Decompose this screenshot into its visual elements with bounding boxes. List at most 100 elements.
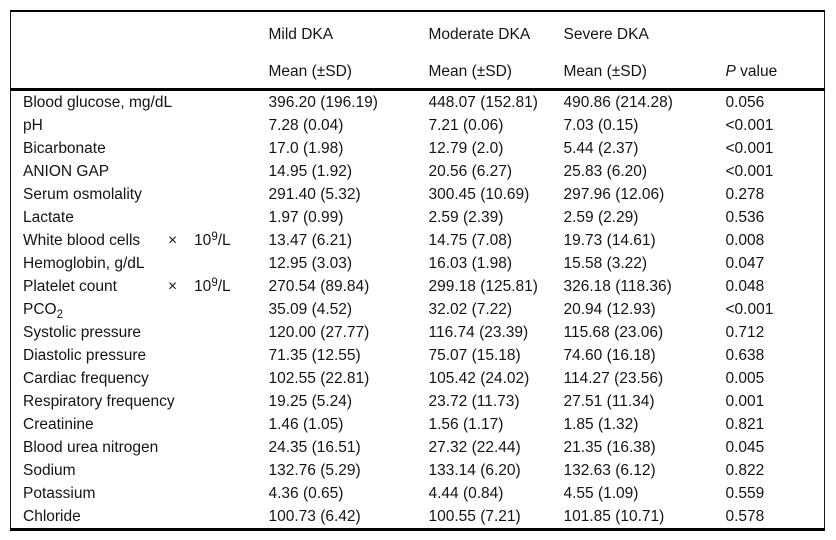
- mild-mean-sd-cell: 132.76 (5.29): [268, 461, 361, 479]
- severe-mean-sd-cell: 19.73 (14.61): [563, 231, 656, 249]
- table-row: Cardiac frequency 102.55 (22.81) 105.42 (2…: [11, 367, 825, 390]
- mild-mean-sd-cell: 19.25 (5.24): [268, 392, 353, 410]
- p-value-cell: 0.578: [725, 507, 765, 525]
- severe-mean-sd-cell: 4.55 (1.09): [563, 484, 639, 502]
- severe-mean-sd-cell: 490.86 (214.28): [563, 93, 673, 111]
- p-value-cell: 0.048: [725, 277, 765, 295]
- parameter-label: Potassium: [23, 484, 96, 502]
- severe-mean-sd-cell: 27.51 (11.34): [563, 392, 655, 410]
- p-value-cell: 0.559: [725, 484, 765, 502]
- p-italic-label: P: [725, 63, 736, 80]
- moderate-mean-sd-cell: 2.59 (2.39): [428, 208, 504, 226]
- mild-mean-sd-cell: 7.28 (0.04): [268, 116, 344, 134]
- p-value-rest-label: value: [735, 63, 778, 80]
- severe-mean-sd-cell: 1.85 (1.32): [563, 415, 639, 433]
- parameter-label: Diastolic pressure: [23, 346, 147, 364]
- moderate-mean-sd-cell: 16.03 (1.98): [428, 254, 513, 272]
- moderate-mean-sd-cell: 300.45 (10.69): [428, 185, 530, 203]
- mild-mean-sd-cell: 71.35 (12.55): [268, 346, 361, 364]
- mild-mean-sd-cell: 120.00 (27.77): [268, 323, 370, 341]
- p-value-cell: 0.536: [725, 208, 765, 226]
- table-body: Blood glucose, mg/dL 396.20 (196.19) 448.0…: [11, 90, 825, 530]
- severe-mean-sd-cell: 7.03 (0.15): [563, 116, 639, 134]
- subheader-p-value: P value: [725, 51, 825, 91]
- severe-mean-sd-cell: 114.27 (23.56): [563, 369, 664, 387]
- table-header: Mild DKA Moderate DKA Severe DKA Mean (±…: [10, 11, 825, 91]
- mild-mean-sd-cell: 100.73 (6.42): [268, 507, 361, 525]
- table-row: Chloride 100.73 (6.42) 100.55 (7.21) 101.85…: [11, 505, 825, 530]
- subheader-mean-sd-moderate: Mean (±SD): [428, 51, 564, 91]
- mild-mean-sd-cell: 396.20 (196.19): [268, 93, 378, 111]
- moderate-mean-sd-cell: 4.44 (0.84): [428, 484, 504, 502]
- moderate-mean-sd-cell: 105.42 (24.02): [428, 369, 530, 387]
- parameter-label: Lactate: [23, 208, 74, 226]
- severe-mean-sd-cell: 25.83 (6.20): [563, 162, 648, 180]
- mild-mean-sd-cell: 270.54 (89.84): [268, 277, 370, 295]
- p-value-cell: 0.008: [725, 231, 765, 249]
- p-value-cell: <0.001: [725, 162, 774, 180]
- severe-mean-sd-cell: 132.63 (6.12): [563, 461, 656, 479]
- p-value-cell: 0.045: [725, 438, 765, 456]
- parameter-label: PCO2: [23, 300, 63, 321]
- p-value-cell: 0.638: [725, 346, 765, 364]
- mild-mean-sd-cell: 102.55 (22.81): [268, 369, 370, 387]
- severe-mean-sd-cell: 20.94 (12.93): [563, 300, 656, 318]
- table-row: Serum osmolality 291.40 (5.32) 300.45 (10.…: [11, 183, 825, 206]
- severe-mean-sd-cell: 5.44 (2.37): [563, 139, 639, 157]
- subheader-row: Mean (±SD) Mean (±SD) Mean (±SD) P value: [10, 51, 825, 91]
- moderate-mean-sd-cell: 1.56 (1.17): [428, 415, 504, 433]
- parameter-label: Chloride: [23, 507, 81, 525]
- table-row: Diastolic pressure 71.35 (12.55) 75.07 (15…: [11, 344, 825, 367]
- table-row: Blood glucose, mg/dL 396.20 (196.19) 448.0…: [11, 90, 825, 115]
- table-row: White blood cells × 109/L 13.47 (6.21) 14.75…: [11, 229, 825, 252]
- moderate-mean-sd-cell: 27.32 (22.44): [428, 438, 521, 456]
- table-row: Potassium 4.36 (0.65) 4.44 (0.84) 4.55 (1.0…: [11, 482, 825, 505]
- parameter-label: Blood urea nitrogen: [23, 438, 159, 456]
- parameter-label: Cardiac frequency: [23, 369, 149, 387]
- severe-mean-sd-cell: 101.85 (10.71): [563, 507, 665, 525]
- p-value-cell: 0.712: [725, 323, 765, 341]
- parameter-label: Platelet count × 109/L: [23, 276, 231, 295]
- severe-mean-sd-cell: 297.96 (12.06): [563, 185, 665, 203]
- empty-header-cell: [10, 51, 269, 91]
- column-header-severe-dka: Severe DKA: [563, 25, 649, 43]
- mild-mean-sd-cell: 14.95 (1.92): [268, 162, 353, 180]
- mild-mean-sd-cell: 35.09 (4.52): [268, 300, 353, 318]
- column-header-moderate-dka: Moderate DKA: [428, 25, 531, 43]
- moderate-mean-sd-cell: 12.79 (2.0): [428, 139, 504, 157]
- table-row: Lactate 1.97 (0.99) 2.59 (2.39) 2.59 (2.29)…: [11, 206, 825, 229]
- empty-header-cell: [726, 11, 825, 51]
- p-value-cell: 0.047: [725, 254, 765, 272]
- moderate-mean-sd-cell: 448.07 (152.81): [428, 93, 538, 111]
- p-value-cell: <0.001: [725, 116, 774, 134]
- mild-mean-sd-cell: 1.46 (1.05): [268, 415, 344, 433]
- table-row: Blood urea nitrogen 24.35 (16.51) 27.32 (2…: [11, 436, 825, 459]
- table-row: pH 7.28 (0.04) 7.21 (0.06) 7.03 (0.15) <0.00…: [11, 114, 825, 137]
- table-row: Platelet count × 109/L 270.54 (89.84) 299.18…: [11, 275, 825, 298]
- severe-mean-sd-cell: 15.58 (3.22): [563, 254, 648, 272]
- p-value-cell: 0.278: [725, 185, 765, 203]
- moderate-mean-sd-cell: 75.07 (15.18): [428, 346, 521, 364]
- moderate-mean-sd-cell: 116.74 (23.39): [428, 323, 529, 341]
- parameter-label: White blood cells × 109/L: [23, 230, 231, 249]
- mild-mean-sd-cell: 4.36 (0.65): [268, 484, 344, 502]
- moderate-mean-sd-cell: 20.56 (6.27): [428, 162, 513, 180]
- dka-comparison-table: Mild DKA Moderate DKA Severe DKA Mean (±…: [10, 10, 825, 531]
- parameter-label: pH: [23, 116, 43, 134]
- column-header-mild-dka: Mild DKA: [268, 25, 334, 43]
- severe-mean-sd-cell: 74.60 (16.18): [563, 346, 656, 364]
- p-value-cell: 0.001: [725, 392, 765, 410]
- table-row: Respiratory frequency 19.25 (5.24) 23.72 (…: [11, 390, 825, 413]
- table-row: Creatinine 1.46 (1.05) 1.56 (1.17) 1.85 (1.…: [11, 413, 825, 436]
- mild-mean-sd-cell: 17.0 (1.98): [268, 139, 344, 157]
- table-row: Sodium 132.76 (5.29) 133.14 (6.20) 132.63 (…: [11, 459, 825, 482]
- p-value-cell: 0.821: [725, 415, 765, 433]
- parameter-label: Hemoglobin, g/dL: [23, 254, 145, 272]
- p-value-cell: 0.822: [725, 461, 765, 479]
- table-row: Bicarbonate 17.0 (1.98) 12.79 (2.0) 5.44 (2…: [11, 137, 825, 160]
- mild-mean-sd-cell: 12.95 (3.03): [268, 254, 353, 272]
- mild-mean-sd-cell: 1.97 (0.99): [268, 208, 344, 226]
- mild-mean-sd-cell: 13.47 (6.21): [268, 231, 353, 249]
- moderate-mean-sd-cell: 32.02 (7.22): [428, 300, 513, 318]
- parameter-label: Serum osmolality: [23, 185, 142, 203]
